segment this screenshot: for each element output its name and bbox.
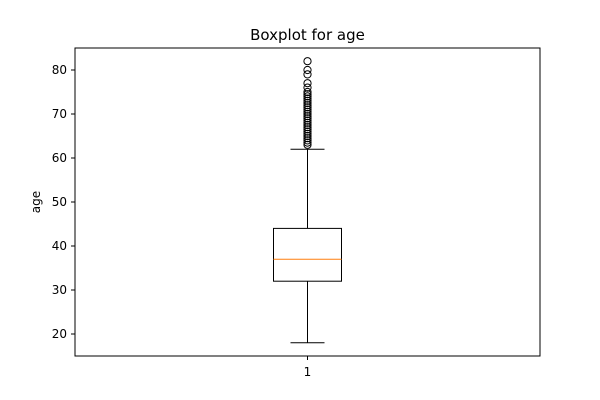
y-tick-label: 20 bbox=[52, 327, 67, 341]
y-tick-label: 60 bbox=[52, 151, 67, 165]
outlier-point bbox=[303, 131, 312, 141]
outlier-point bbox=[303, 136, 312, 145]
outlier-point bbox=[303, 118, 312, 127]
outlier-point bbox=[303, 127, 312, 136]
outlier-point bbox=[303, 65, 312, 75]
outlier-point bbox=[303, 98, 312, 108]
outlier-point bbox=[303, 134, 312, 143]
y-axis-label: age bbox=[29, 191, 43, 213]
outlier-point bbox=[303, 107, 312, 116]
y-tick-label: 70 bbox=[52, 107, 67, 121]
outlier-point bbox=[303, 125, 312, 134]
outlier-point bbox=[303, 96, 312, 105]
outlier-point bbox=[303, 129, 312, 138]
outlier-point bbox=[303, 103, 312, 112]
outlier-point bbox=[303, 109, 312, 119]
outlier-point bbox=[303, 140, 312, 149]
y-tick-label: 80 bbox=[52, 63, 67, 77]
outlier-point bbox=[303, 79, 312, 88]
outlier-point bbox=[303, 120, 312, 130]
outlier-point bbox=[303, 116, 312, 125]
outlier-point bbox=[303, 57, 312, 66]
chart-title: Boxplot for age bbox=[250, 26, 365, 44]
outlier-point bbox=[303, 90, 312, 99]
outlier-point bbox=[303, 92, 312, 101]
y-tick-label: 30 bbox=[52, 283, 67, 297]
plot-area: 20 30 40 50 60 70 80 1 bbox=[52, 47, 541, 379]
outlier-point bbox=[303, 138, 312, 147]
outlier-point bbox=[303, 70, 312, 79]
x-tick-label: 1 bbox=[304, 365, 312, 379]
iqr-box bbox=[273, 227, 342, 282]
outlier-point bbox=[303, 101, 312, 110]
outlier-point bbox=[303, 123, 312, 132]
outlier-point bbox=[303, 105, 312, 114]
outlier-point bbox=[303, 114, 312, 123]
outlier-point bbox=[303, 112, 312, 121]
outlier-point bbox=[303, 87, 312, 97]
outlier-point bbox=[303, 94, 312, 103]
y-tick-label: 40 bbox=[52, 239, 67, 253]
outlier-point bbox=[303, 83, 312, 92]
y-tick-label: 50 bbox=[52, 195, 67, 209]
